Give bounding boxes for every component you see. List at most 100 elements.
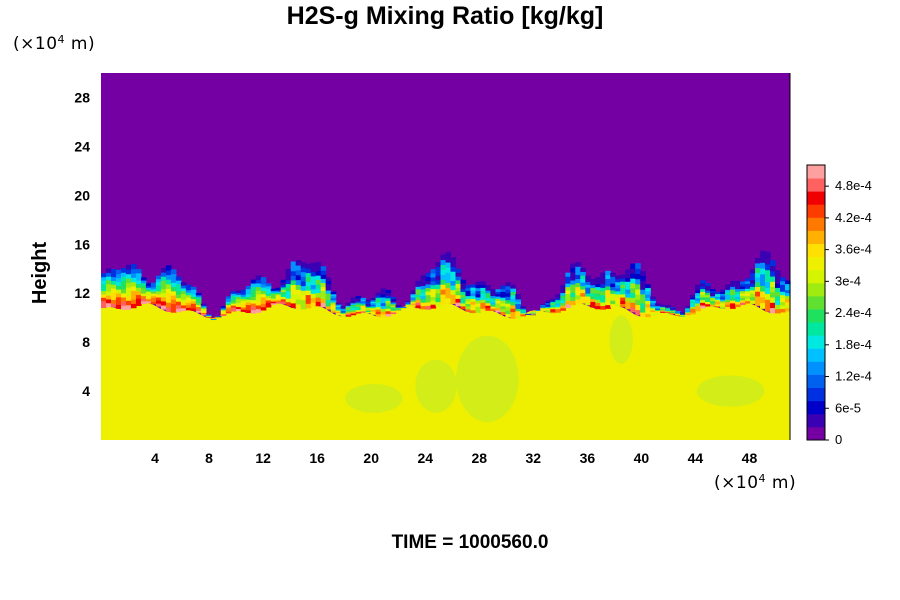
field-cell [140,282,147,286]
field-cell [715,300,721,303]
field-cell [335,303,342,306]
field-cell [710,297,716,300]
field-cell [375,304,382,308]
field-cell [455,276,462,281]
field-cell [265,295,272,299]
field-cell [285,272,292,277]
field-cell [705,287,711,291]
field-cell [380,294,387,298]
field-cell [270,296,277,299]
field-cell [265,304,272,308]
field-cell [220,312,227,315]
field-cell [275,293,282,296]
field-cell [640,275,646,281]
field-cell [295,303,302,310]
field-cell [380,291,387,295]
field-cell [600,276,606,281]
field-cell [445,287,452,294]
field-cell [670,309,676,312]
field-cell [105,302,112,308]
field-cell [445,272,452,278]
field-cell [615,278,621,283]
field-cell [255,308,262,313]
field-patch [609,315,633,364]
field-cell [685,306,691,308]
field-cell [750,269,756,274]
field-cell [170,286,177,292]
field-cell [245,291,252,295]
field-cell [390,305,397,308]
field-cell [615,290,621,295]
field-cell [705,283,711,287]
field-cell [305,276,312,282]
colorbar-swatch [807,256,825,271]
field-cell [305,285,312,291]
field-cell [780,280,786,285]
field-cell [660,308,666,310]
field-cell [615,299,621,304]
field-cell [625,281,631,286]
field-cell [370,304,377,307]
field-cell [650,305,656,309]
field-cell [430,269,437,274]
field-cell [455,283,462,288]
field-cell [170,277,177,283]
field-cell [430,280,437,286]
colorbar-swatch [807,335,825,349]
field-cell [280,293,287,297]
field-patch [415,359,457,413]
field-cell [705,303,711,307]
field-cell [775,270,781,276]
x-tick-label: 40 [634,450,650,466]
field-cell [375,313,382,317]
field-cell [190,291,197,295]
field-cell [720,306,726,309]
field-cell [620,297,626,301]
field-cell [485,295,492,299]
field-cell [260,303,267,308]
field-cell [310,275,317,281]
field-cell [600,290,606,296]
colorbar-tick-label: 6e-5 [835,400,861,415]
field-cell [470,295,477,299]
field-cell [245,301,252,306]
field-cell [625,285,631,290]
field-cell [545,300,551,303]
field-cell [440,293,447,300]
field-cell [175,287,182,292]
field-cell [590,284,596,289]
field-cell [200,310,207,313]
field-cell [650,304,656,307]
field-cell [365,306,372,309]
field-cell [690,311,696,315]
field-cell [365,302,372,305]
x-tick-label: 48 [742,450,758,466]
field-cell [145,300,152,304]
field-cell [160,304,167,310]
field-cell [480,299,487,303]
field-cell [430,272,437,278]
field-cell [645,303,651,308]
field-cell [610,303,616,308]
field-cell [300,285,307,291]
colorbar-swatch [807,413,825,428]
field-cell [685,312,691,314]
field-cell [610,272,616,277]
field-cell [235,308,242,312]
field-cell [280,282,287,286]
field-cell [460,282,467,287]
field-cell [510,311,516,316]
field-cell [335,305,342,307]
field-cell [655,311,661,314]
field-cell [765,287,771,294]
field-cell [670,311,676,313]
x-tick-label: 20 [363,450,379,466]
field-cell [101,300,107,305]
field-cell [175,301,182,306]
field-cell [130,268,137,274]
field-cell [515,310,521,314]
field-cell [735,288,741,292]
field-cell [655,305,661,307]
field-cell [555,294,561,297]
field-cell [480,305,487,309]
